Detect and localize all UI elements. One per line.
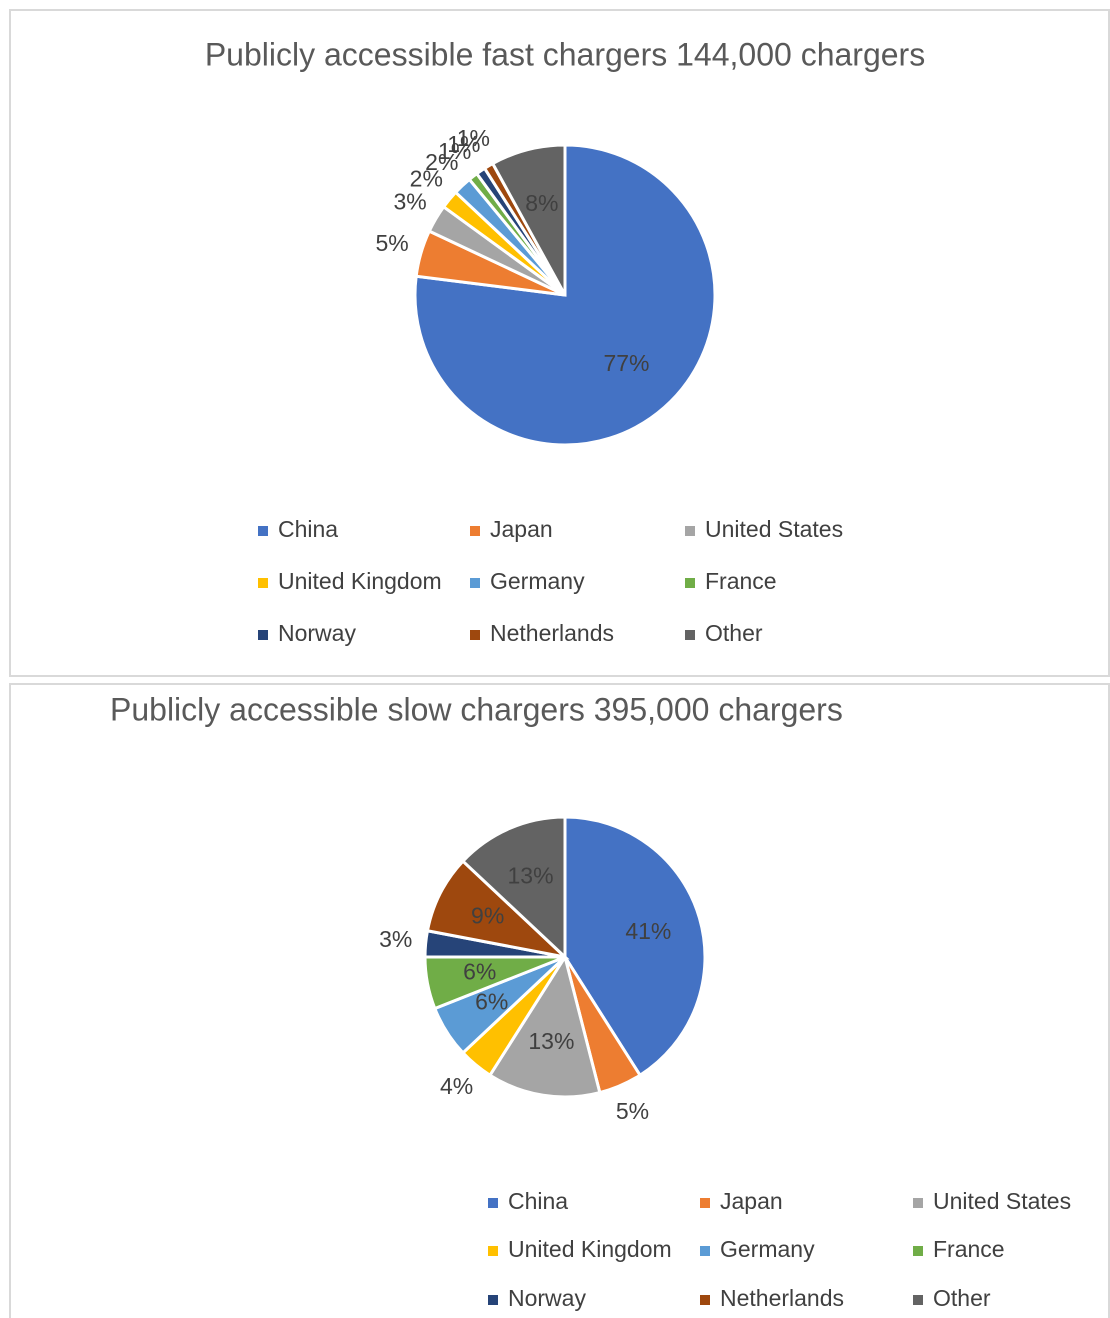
data-label: 5% xyxy=(616,1098,649,1124)
data-label: 3% xyxy=(393,188,426,214)
legend-label: Other xyxy=(933,1285,991,1311)
data-label: 13% xyxy=(528,1028,574,1054)
legend-swatch xyxy=(700,1295,710,1305)
legend-label: Norway xyxy=(508,1285,586,1311)
legend-label: France xyxy=(705,568,777,594)
data-label: 1% xyxy=(447,131,480,157)
legend-swatch xyxy=(470,630,480,640)
data-label: 1% xyxy=(438,138,471,164)
pie-slice xyxy=(425,859,570,960)
legend-label: United Kingdom xyxy=(278,568,442,594)
pie-slice xyxy=(460,815,567,961)
data-label: 77% xyxy=(603,350,649,376)
legend-swatch xyxy=(488,1246,498,1256)
pie-slice xyxy=(490,143,567,296)
legend-swatch xyxy=(685,578,695,588)
data-label: 41% xyxy=(625,918,671,944)
legend-label: Japan xyxy=(720,1188,783,1214)
legend-label: Netherlands xyxy=(720,1285,844,1311)
legend-swatch xyxy=(913,1295,923,1305)
data-label: 2% xyxy=(410,165,443,191)
legend-label: United Kingdom xyxy=(508,1236,672,1262)
data-label: 8% xyxy=(525,190,558,216)
legend-swatch xyxy=(685,630,695,640)
data-label: 9% xyxy=(471,903,504,929)
data-label: 1% xyxy=(457,125,490,151)
legend-swatch xyxy=(913,1246,923,1256)
legend-swatch xyxy=(488,1198,498,1208)
pie-slice xyxy=(413,143,717,447)
legend-swatch xyxy=(258,526,268,536)
legend-label: Germany xyxy=(490,568,585,594)
legend-swatch xyxy=(470,526,480,536)
legend-swatch xyxy=(470,578,480,588)
legend-label: Japan xyxy=(490,516,553,542)
legend-label: Germany xyxy=(720,1236,815,1262)
legend-label: Netherlands xyxy=(490,620,614,646)
data-label: 2% xyxy=(425,149,458,175)
legend-label: Other xyxy=(705,620,763,646)
legend-label: China xyxy=(508,1188,568,1214)
legend-swatch xyxy=(700,1246,710,1256)
legend-label: United States xyxy=(933,1188,1071,1214)
legend-swatch xyxy=(258,578,268,588)
legend-swatch xyxy=(913,1198,923,1208)
legend-swatch xyxy=(700,1198,710,1208)
chart-title: Publicly accessible fast chargers 144,00… xyxy=(205,36,925,72)
legend-label: United States xyxy=(705,516,843,542)
legend-label: France xyxy=(933,1236,1005,1262)
data-label: 6% xyxy=(475,989,508,1015)
legend-swatch xyxy=(488,1295,498,1305)
data-label: 5% xyxy=(376,230,409,256)
data-label: 6% xyxy=(463,958,496,984)
legend-label: Norway xyxy=(278,620,356,646)
data-label: 4% xyxy=(440,1073,473,1099)
chart-title: Publicly accessible slow chargers 395,00… xyxy=(110,691,843,727)
legend-label: China xyxy=(278,516,338,542)
data-label: 3% xyxy=(379,926,412,952)
legend-swatch xyxy=(685,526,695,536)
legend-swatch xyxy=(258,630,268,640)
pie-slice xyxy=(487,953,602,1099)
data-label: 13% xyxy=(508,862,554,888)
